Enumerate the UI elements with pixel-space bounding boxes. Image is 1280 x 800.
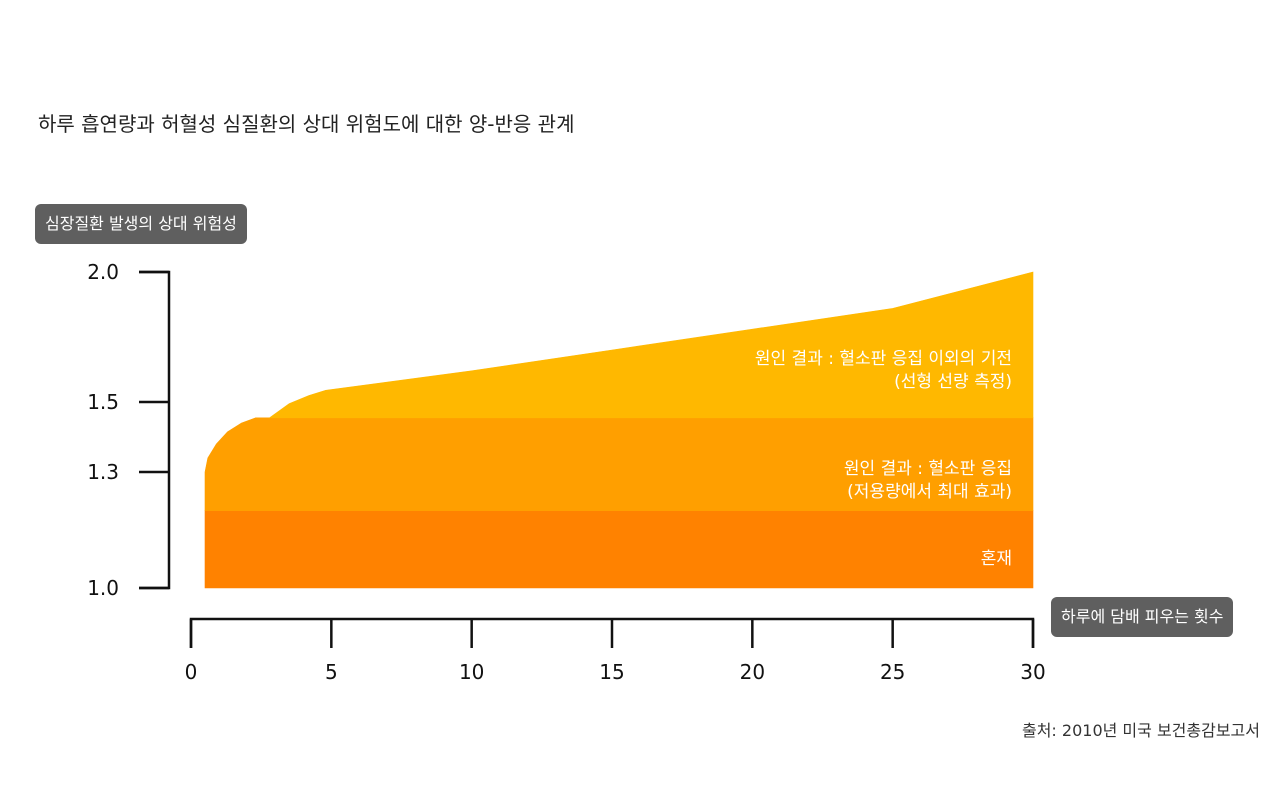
y-tick-label: 1.0 [87,576,119,600]
x-tick-label: 30 [1020,660,1045,684]
x-axis-label: 하루에 담배 피우는 횟수 [1051,597,1234,637]
y-tick-label: 2.0 [87,260,119,284]
y-axis-label: 심장질환 발생의 상대 위험성 [35,204,247,244]
y-axis-line [139,270,171,590]
label-linear-dose: 원인 결과 : 혈소판 응집 이외의 기전 [755,349,1012,369]
x-tick-label: 15 [599,660,624,684]
y-tick-label: 1.5 [87,390,119,414]
x-tick-label: 0 [185,660,198,684]
band-confounding [204,510,1034,589]
source-note: 출처: 2010년 미국 보건총감보고서 [1021,721,1260,740]
label-confounding: 혼재 [981,549,1012,569]
x-tick-label: 5 [325,660,338,684]
x-tick-label: 10 [459,660,484,684]
label-linear-dose: (선형 선량 측정) [894,372,1012,392]
chart-title: 하루 흡연량과 허혈성 심질환의 상대 위험도에 대한 양-반응 관계 [38,112,575,136]
x-tick-label: 20 [740,660,765,684]
band-linear-dose [268,271,1034,419]
label-max-effect: 원인 결과 : 혈소판 응집 [844,459,1012,479]
label-max-effect: (저용량에서 최대 효과) [847,482,1012,502]
x-tick-label: 25 [880,660,905,684]
band-max-effect [204,417,1034,511]
y-tick-label: 1.3 [87,460,119,484]
